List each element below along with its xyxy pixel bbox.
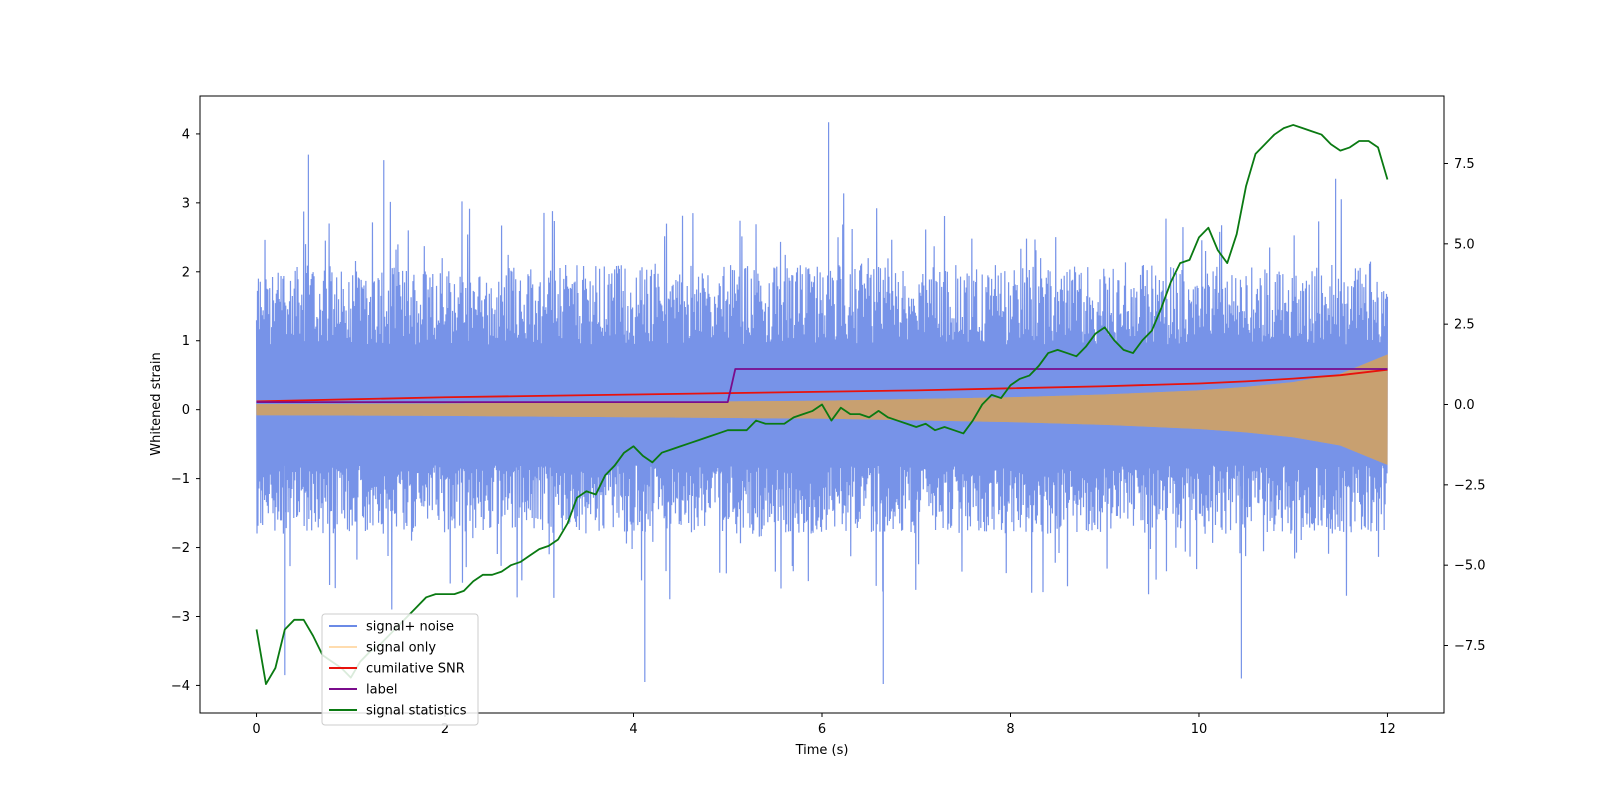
y-tick-label: 1: [182, 334, 190, 349]
legend-label: signal only: [366, 641, 436, 656]
y-tick-label: −1: [171, 472, 190, 487]
x-tick-label: 8: [1006, 722, 1014, 737]
series-cumilative-snr-line: [256, 368, 1388, 403]
series-signal-only-envelope: [256, 354, 1388, 465]
legend-box: [321, 613, 479, 726]
x-axis: 0 2 4 6 8 10 12: [252, 713, 1396, 737]
y-tick-label: −3: [171, 610, 190, 625]
y2-tick-label: 7.5: [1454, 157, 1475, 172]
legend-label: label: [366, 683, 397, 698]
y-tick-label: −2: [171, 541, 190, 556]
y2-tick-label: 0.0: [1454, 398, 1475, 413]
y-axis-left: −4 −3 −2 −1 0 1 2 3 4: [171, 127, 200, 694]
y2-tick-label: −5.0: [1454, 559, 1486, 574]
y-axis-right: −7.5 −5.0 −2.5 0.0 2.5 5.0 7.5: [1444, 157, 1486, 654]
x-tick-label: 10: [1191, 722, 1208, 737]
x-axis-label: Time (s): [795, 743, 849, 758]
y2-tick-label: 2.5: [1454, 318, 1475, 333]
x-tick-label: 0: [252, 722, 260, 737]
series-signal-noise-line: [255, 122, 1389, 685]
legend-label: signal statistics: [366, 704, 467, 719]
y2-tick-label: −7.5: [1454, 639, 1486, 654]
x-tick-label: 2: [441, 722, 449, 737]
y2-tick-label: 5.0: [1454, 237, 1475, 252]
series-signal-statistics-line: [255, 124, 1389, 685]
y-tick-label: 0: [182, 403, 190, 418]
y-axis-label: Whitened strain: [149, 352, 164, 455]
y-tick-label: −4: [171, 679, 190, 694]
x-tick-label: 4: [629, 722, 637, 737]
legend-label: cumilative SNR: [366, 662, 465, 677]
legend: signal+ noise signal only cumilative SNR la…: [321, 613, 479, 726]
legend-label: signal+ noise: [366, 620, 454, 635]
series-label-line: [256, 368, 1388, 403]
y2-tick-label: −2.5: [1454, 478, 1486, 493]
plot-area: [255, 122, 1389, 685]
y-tick-label: 4: [182, 127, 190, 142]
y-tick-label: 2: [182, 265, 190, 280]
x-tick-label: 12: [1379, 722, 1396, 737]
y-tick-label: 3: [182, 196, 190, 211]
x-tick-label: 6: [818, 722, 826, 737]
